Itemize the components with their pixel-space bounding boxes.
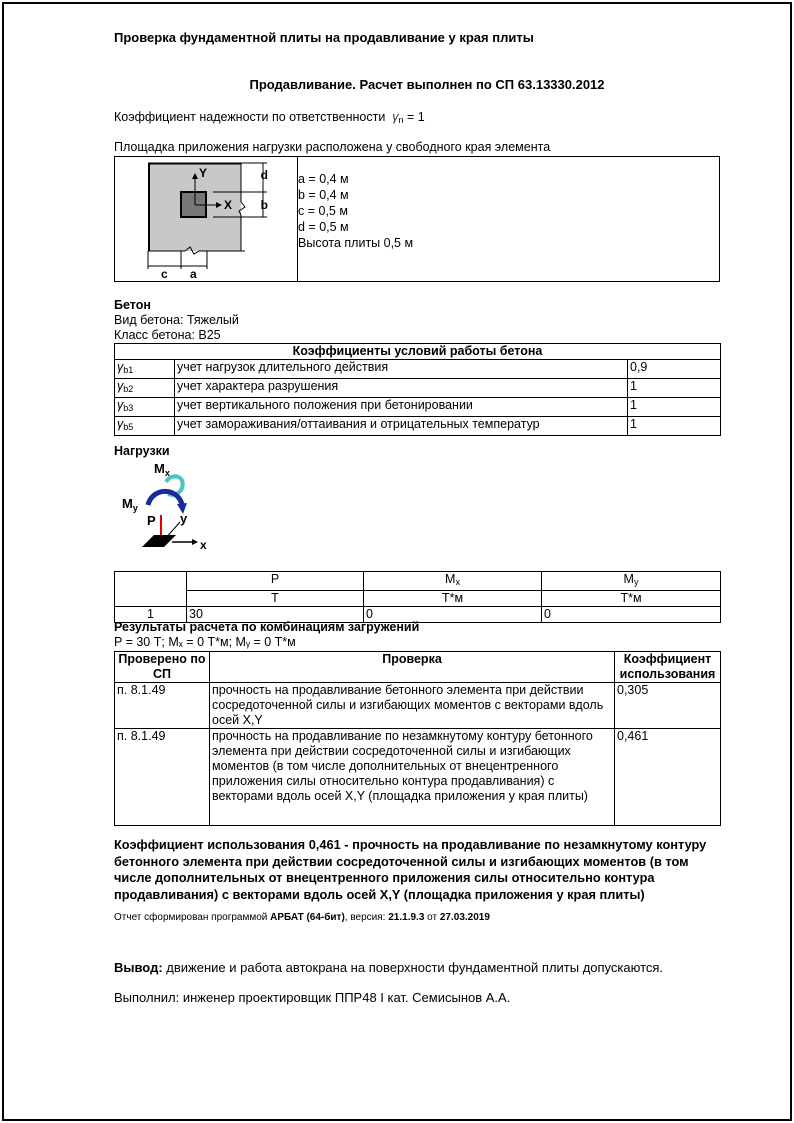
- table-row: п. 8.1.49 прочность на продавливание бето…: [114, 682, 721, 729]
- svg-text:Y: Y: [199, 166, 207, 180]
- concrete-class: Класс бетона: B25: [114, 328, 221, 342]
- svg-text:c: c: [161, 267, 168, 281]
- param-height: Высота плиты 0,5 м: [298, 236, 414, 250]
- param-d: d = 0,5 м: [298, 220, 349, 234]
- table-row: γb1 учет нагрузок длительного действия 0,9: [114, 359, 722, 379]
- concrete-coef-table: Коэффициенты условий работы бетона γb1 уч…: [113, 343, 722, 436]
- svg-text:Mx: Mx: [154, 461, 170, 478]
- results-heading: Результаты расчета по комбинациям загруж…: [114, 620, 420, 634]
- conclusion: Вывод: движение и работа автокрана на по…: [114, 960, 664, 975]
- results-table: Проверено по СП Проверка Коэффициент испол…: [114, 651, 721, 826]
- loads-figure: Mx My P y x: [122, 461, 207, 552]
- table-row: γb3 учет вертикального положения при бето…: [114, 397, 722, 417]
- table-title: Коэффициенты условий работы бетона: [113, 343, 722, 360]
- svg-text:a: a: [190, 267, 197, 281]
- slab-params: a = 0,4 м b = 0,4 м c = 0,5 м d = 0,5 м …: [298, 171, 413, 251]
- reliability-line: Коэффициент надежности по ответственност…: [114, 110, 425, 125]
- svg-text:d: d: [261, 168, 268, 182]
- doc-subtitle: Продавливание. Расчет выполнен по СП 63.…: [249, 77, 605, 92]
- param-c: c = 0,5 м: [298, 204, 348, 218]
- placement-text: Площадка приложения нагрузки расположена…: [114, 140, 551, 154]
- doc-title: Проверка фундаментной плиты на продавлив…: [114, 30, 534, 45]
- diagram-box: Y X d b c a a = 0,4 м b = 0,4 м c = 0,5 …: [114, 156, 720, 282]
- loads-table: P Mx My Т Т*м Т*м 1 30 0 0: [114, 571, 721, 623]
- param-b: b = 0,4 м: [298, 188, 349, 202]
- svg-text:P: P: [147, 513, 156, 528]
- table-row: γb2 учет характера разрушения 1: [114, 378, 722, 398]
- svg-text:My: My: [122, 496, 138, 513]
- param-a: a = 0,4 м: [298, 172, 349, 186]
- concrete-heading: Бетон: [114, 298, 151, 312]
- svg-text:X: X: [224, 198, 232, 212]
- concrete-type: Вид бетона: Тяжелый: [114, 313, 239, 327]
- moment-my-icon: [145, 488, 185, 506]
- table-row: п. 8.1.49 прочность на продавливание по н…: [114, 728, 721, 826]
- slab-diagram: Y X d b c a: [147, 162, 268, 281]
- table-row: γb5 учет замораживания/оттаивания и отриц…: [114, 416, 722, 436]
- svg-text:b: b: [261, 198, 268, 212]
- summary-text: Коэффициент использования 0,461 - прочно…: [114, 837, 707, 902]
- loads-heading: Нагрузки: [114, 444, 170, 458]
- svg-text:y: y: [180, 511, 188, 526]
- results-combo: P = 30 Т; Mₓ = 0 Т*м; Mᵧ = 0 Т*м: [114, 635, 296, 649]
- signature: Выполнил: инженер проектировщик ППР48 I …: [114, 990, 511, 1005]
- table-row: 1 30 0 0: [114, 606, 721, 623]
- report-line: Отчет сформирован программой АРБАТ (64-б…: [114, 912, 490, 923]
- svg-text:x: x: [200, 538, 207, 552]
